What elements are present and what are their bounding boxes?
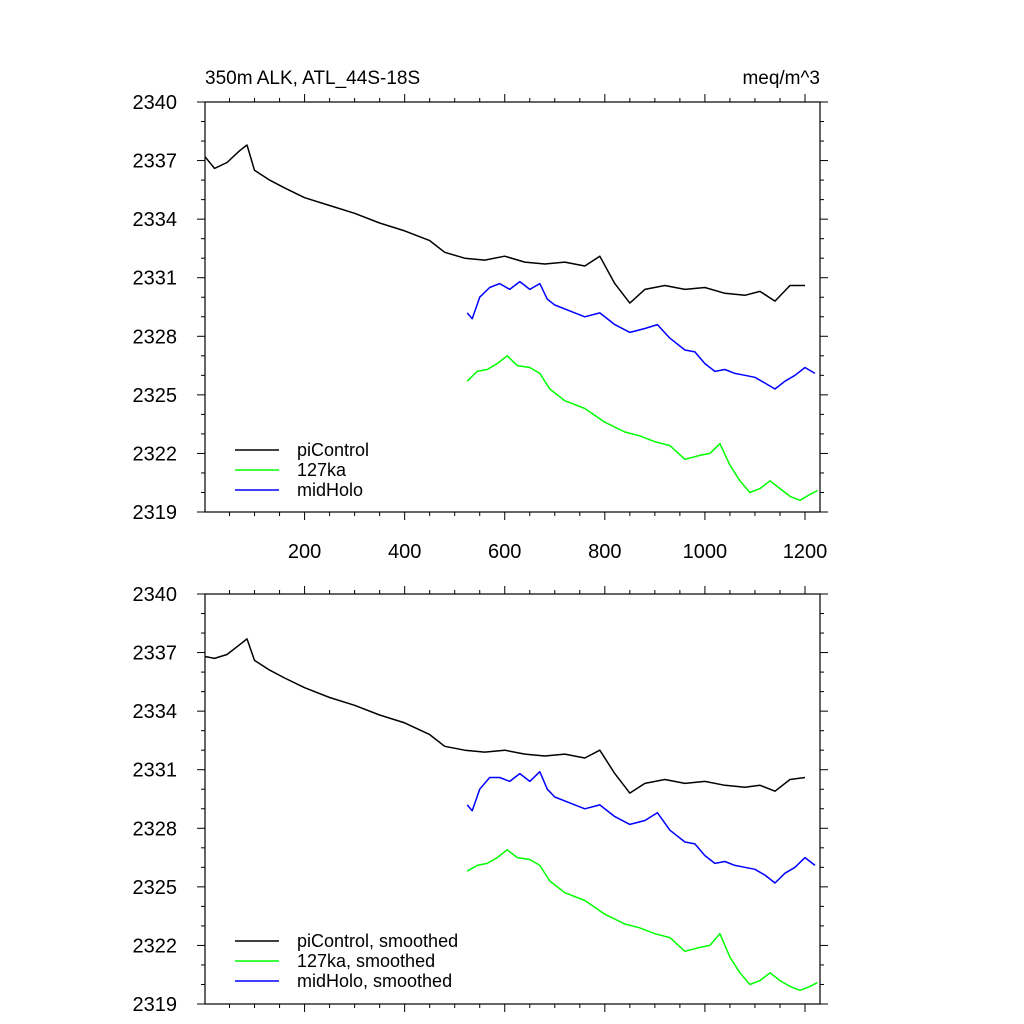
y-axis: 2319 2322 2325 2328 2331 2334 2337 2340 [133,92,178,524]
x-tick-label: 1200 [783,541,828,563]
y-axis: 2319 2322 2325 2328 2331 2334 2337 2340 [133,584,178,1016]
y-tick-label: 2325 [133,385,178,407]
legend-label: midHolo [297,480,363,500]
series-lines [204,638,818,992]
units-label: meq/m^3 [742,68,820,89]
x-tick-label: 400 [388,541,421,563]
series-line-picontrol [204,144,805,304]
axis-ticks [197,94,828,520]
y-tick-label: 2328 [133,818,178,840]
x-tick-label: 200 [288,541,321,563]
series-line-midholo [466,280,816,390]
y-tick-label: 2322 [133,443,178,465]
axis-ticks [197,586,828,1012]
y-tick-label: 2319 [133,994,178,1016]
chart-title: 350m ALK, ATL_44S-18S [205,68,420,89]
series-lines [204,144,818,502]
legend-label: 127ka, smoothed [297,951,435,971]
plot-frame [204,101,821,513]
top-panel: 350m ALK, ATL_44S-18S meq/m^3 2319232223… [133,68,828,563]
y-tick-label: 2337 [133,151,178,173]
legend-label: piControl [297,440,369,460]
series-line-127ka-smoothed [466,849,818,992]
y-tick-label: 2334 [133,701,178,723]
y-tick-label: 2322 [133,935,178,957]
legend-label: midHolo, smoothed [297,971,452,991]
series-line-picontrol-smoothed [204,638,806,794]
y-tick-label: 2340 [133,92,178,114]
legend-label: piControl, smoothed [297,931,458,951]
y-tick-label: 2340 [133,584,178,606]
legend-label: 127ka [297,460,347,480]
y-tick-label: 2331 [133,760,178,782]
bottom-panel: 2319 2322 2325 2328 2331 2334 2337 2340 piContr… [133,584,828,1016]
y-tick-label: 2325 [133,877,178,899]
y-tick-label: 2328 [133,326,178,348]
series-line-midholo-smoothed [466,770,816,884]
x-tick-label: 600 [488,541,521,563]
y-tick-label: 2334 [133,209,178,231]
series-line-127ka [466,355,818,502]
x-tick-label: 1000 [683,541,728,563]
y-tick-label: 2337 [133,643,178,665]
x-tick-label: 800 [588,541,621,563]
x-axis: 200 400 600 800 1000 1200 [288,541,827,563]
plot-frame [204,593,821,1005]
y-tick-label: 2331 [133,268,178,290]
y-tick-label: 2319 [133,502,178,524]
